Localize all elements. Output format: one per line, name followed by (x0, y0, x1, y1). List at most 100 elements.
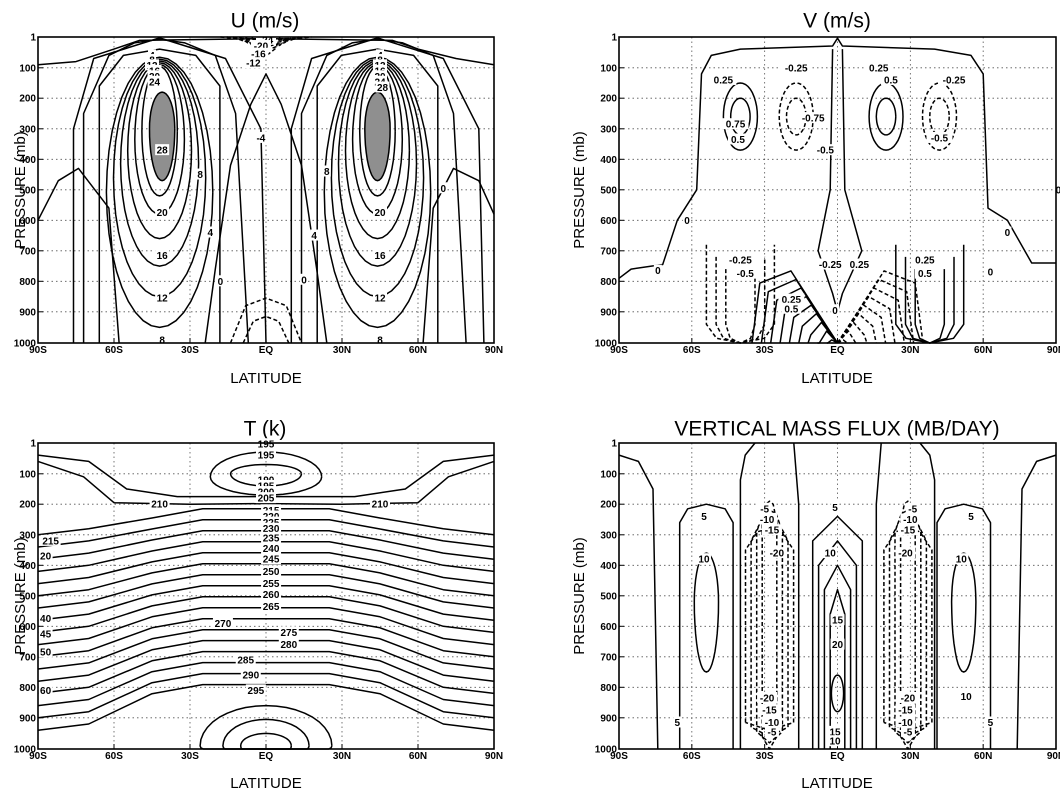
x-tick-label: EQ (830, 345, 845, 356)
contour-line (330, 58, 425, 298)
x-tick-label: 90N (485, 345, 503, 356)
contour-label: 255 (263, 579, 280, 590)
contour-label: 0.25 (782, 295, 802, 306)
contour-label: 290 (242, 671, 259, 682)
contour-label-bg (256, 486, 276, 498)
contour-line (37, 617, 495, 658)
contour-label-bg (253, 131, 268, 143)
contour-label-bg (373, 59, 387, 71)
contour-label: 0.25 (714, 75, 734, 86)
y-tick-label: 800 (19, 683, 36, 694)
contour-label-bg (155, 144, 170, 156)
x-tick-label: 30S (181, 345, 199, 356)
contour-label-bg (764, 725, 779, 737)
y-tick-label: 1 (30, 33, 36, 44)
contour-line (829, 588, 846, 749)
contour-label-bg (967, 510, 976, 522)
contour-label-bg (248, 47, 269, 59)
contour-label: 12 (374, 294, 386, 305)
contour-line (105, 56, 214, 329)
contour-line (422, 167, 495, 344)
negative-contour (837, 339, 849, 344)
contour-label-bg (865, 61, 892, 73)
y-tick-label: 400 (600, 155, 617, 166)
contour-label-bg (781, 302, 802, 314)
contour-label-bg (245, 684, 266, 696)
contour-label: -15 (898, 706, 913, 717)
y-tick-label: 900 (19, 307, 36, 318)
contour-label: 0 (1056, 185, 1060, 196)
x-tick-label: EQ (259, 751, 274, 762)
contour-label-bg (261, 565, 282, 577)
contour-label-bg (1054, 183, 1060, 195)
contour-line (739, 442, 756, 749)
contour-label: 0.25 (915, 255, 935, 266)
contour-label: -5 (903, 727, 912, 738)
contour-line (936, 503, 992, 749)
y-tick-label: 300 (19, 530, 36, 541)
contour-label: 5 (968, 512, 974, 523)
contour-line (722, 82, 759, 151)
contour-label-bg (895, 547, 916, 559)
contour-line (875, 442, 882, 749)
contour-label-bg (831, 304, 840, 316)
contour-label: -0.25 (819, 260, 842, 271)
negative-contour (836, 278, 915, 344)
x-tick-label: 90S (29, 345, 47, 356)
contour-label: -4 (256, 133, 265, 144)
contour-line (817, 540, 858, 749)
contour-label-bg (812, 144, 839, 156)
negative-contour (883, 527, 933, 732)
contour-label-bg (830, 614, 845, 626)
contour-label-bg (699, 510, 708, 522)
x-tick-label: 60S (105, 751, 123, 762)
y-tick-label: 400 (19, 561, 36, 572)
contour-label-bg (145, 59, 159, 71)
negative-contour (755, 509, 784, 744)
contour-label-bg (38, 550, 53, 562)
x-tick-label: 30S (181, 751, 199, 762)
y-tick-label: 600 (600, 216, 617, 227)
contour-label: 0 (655, 266, 661, 277)
x-tick-label: 90S (610, 345, 628, 356)
contour-label-bg (823, 547, 838, 559)
contour-label-bg (724, 253, 757, 265)
plot-frame (37, 36, 495, 344)
contour-line (37, 460, 495, 505)
contour-label: 8 (324, 167, 330, 178)
contour-label-bg (828, 735, 843, 747)
contour-label-bg (373, 292, 387, 304)
contour-label-bg (373, 206, 387, 218)
contour-label: 10 (825, 549, 837, 560)
contour-line (134, 63, 186, 215)
contour-lines (37, 36, 495, 344)
contour-label: 60 (40, 686, 52, 697)
contour-label: 0 (684, 216, 690, 227)
contour-label: -15 (762, 706, 777, 717)
contour-label-bg (261, 504, 282, 516)
y-axis-label: PRESSURE (mb) (571, 131, 588, 249)
chart-panel-3: T (k) LATITUDE PRESSURE (mb) 90S 60S 30S EQ 30N… (12, 418, 503, 792)
contour-label: -0.25 (785, 63, 808, 74)
y-tick-label: 500 (600, 185, 617, 196)
contour-label: 280 (280, 640, 297, 651)
y-tick-label: 100 (600, 63, 617, 74)
negative-contour (836, 312, 877, 344)
y-tick-label: 200 (600, 500, 617, 511)
x-tick-label: 90N (1047, 345, 1060, 356)
negative-contour (836, 304, 887, 344)
contour-label-bg (147, 75, 162, 87)
contour-line (323, 56, 432, 329)
y-tick-label: 900 (600, 307, 617, 318)
y-tick-label: 1000 (595, 339, 618, 350)
contour-label: 50 (40, 648, 52, 659)
contour-label-bg (696, 553, 711, 565)
contour-label-bg (155, 292, 170, 304)
contour-line (72, 37, 267, 344)
contour-line (793, 442, 800, 749)
contour-label: 10 (956, 555, 968, 566)
y-tick-label: 200 (19, 500, 36, 511)
contour-line (37, 639, 495, 682)
contour-label-bg (897, 691, 918, 703)
contour-label-bg (905, 502, 920, 514)
